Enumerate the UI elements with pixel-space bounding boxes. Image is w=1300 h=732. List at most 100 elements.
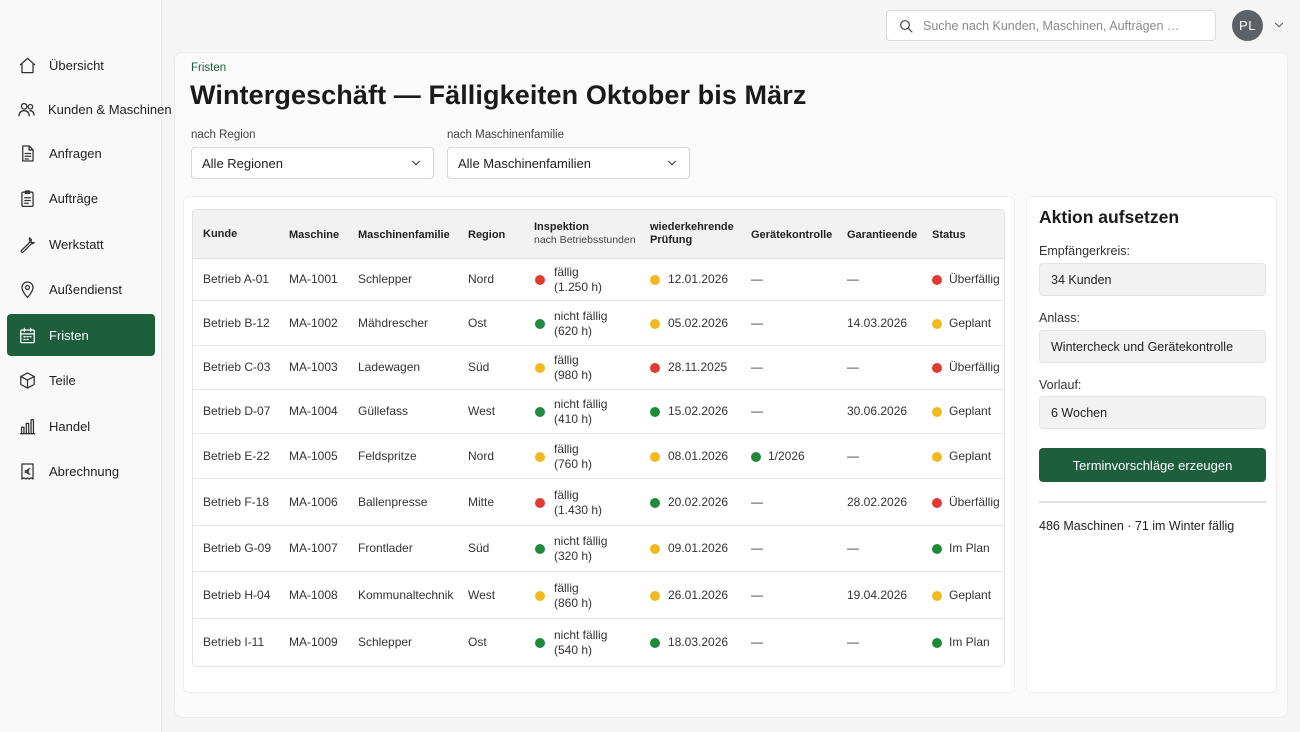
table-card	[183, 196, 1015, 693]
col-header-inspektion[interactable]: Inspektion nach Betriebsstunden	[534, 221, 636, 247]
sidebar-item-teile[interactable]: Teile	[7, 359, 155, 401]
col-header-kunde[interactable]: Kunde	[203, 228, 238, 240]
pruefung-status-dot	[650, 638, 660, 648]
sidebar-item-fristen[interactable]: Fristen	[7, 314, 155, 356]
sidebar-item-werkstatt[interactable]: Werkstatt	[7, 223, 155, 265]
pruefung-status-dot	[650, 452, 660, 462]
sidebar-item-auftraege[interactable]: Aufträge	[7, 177, 155, 219]
breadcrumb[interactable]: Fristen	[191, 62, 227, 74]
table-row[interactable]: Betrieb B-12 MA-1002 Mähdrescher Ost nicht f…	[193, 301, 1004, 346]
users-icon	[17, 99, 36, 119]
cell-region: Nord	[468, 272, 495, 286]
cell-familie: Feldspritze	[358, 449, 417, 463]
cell-maschine: MA-1003	[289, 360, 338, 374]
table-row[interactable]: Betrieb G-09 MA-1007 Frontlader Süd nicht fä…	[193, 526, 1004, 572]
avatar[interactable]: PL	[1232, 10, 1263, 41]
cell-geraet: —	[751, 360, 763, 374]
region-select-value: Alle Regionen	[202, 155, 283, 171]
search-bar[interactable]	[886, 10, 1216, 41]
cell-garantie: —	[847, 635, 859, 649]
status-dot	[932, 638, 942, 648]
cell-familie: Mähdrescher	[358, 316, 429, 330]
family-select[interactable]: Alle Maschinenfamilien	[447, 147, 690, 179]
cell-kunde: Betrieb B-12	[203, 316, 270, 330]
sidebar-item-label: Teile	[49, 372, 76, 388]
cell-status: Im Plan	[949, 635, 990, 649]
table-row[interactable]: Betrieb A-01 MA-1001 Schlepper Nord fällig (1…	[193, 259, 1004, 301]
inspection-hours: (410 h)	[554, 412, 593, 426]
cell-kunde: Betrieb H-04	[203, 588, 271, 602]
sidebar-item-label: Werkstatt	[49, 236, 104, 252]
pruefung-status-dot	[650, 407, 660, 417]
cell-maschine: MA-1005	[289, 449, 338, 463]
sidebar-item-label: Abrechnung	[49, 463, 120, 479]
calendar-icon	[17, 325, 37, 345]
pruefung-status-dot	[650, 275, 660, 285]
inspection-hours: (1.430 h)	[554, 503, 603, 517]
cell-familie: Ladewagen	[358, 360, 421, 374]
inspection-status-dot	[535, 498, 545, 508]
table-row[interactable]: Betrieb F-18 MA-1006 Ballenpresse Mitte fäll…	[193, 479, 1004, 526]
reason-field[interactable]: Wintercheck und Gerätekontrolle	[1039, 330, 1266, 363]
inspection-hours: (1.250 h)	[554, 280, 603, 294]
col-header-maschine[interactable]: Maschine	[289, 229, 340, 241]
region-select[interactable]: Alle Regionen	[191, 147, 434, 179]
cell-geraet: —	[751, 316, 763, 330]
cell-familie: Güllefass	[358, 404, 409, 418]
cell-region: Nord	[468, 449, 495, 463]
inspection-status: nicht fällig	[554, 309, 608, 323]
inspection-status-dot	[535, 319, 545, 329]
chevron-down-icon[interactable]	[1272, 18, 1286, 32]
lead-time-label: Vorlauf:	[1039, 378, 1082, 392]
col-header-status[interactable]: Status	[932, 229, 966, 241]
cell-familie: Ballenpresse	[358, 495, 428, 509]
col-header-familie[interactable]: Maschinenfamilie	[358, 229, 450, 241]
cell-inspektion: fällig (1.430 h)	[554, 488, 602, 518]
cell-maschine: MA-1007	[289, 541, 338, 555]
sidebar-item-aussendienst[interactable]: Außendienst	[7, 268, 155, 310]
sidebar-item-abrechnung[interactable]: Abrechnung	[7, 450, 155, 492]
table-row[interactable]: Betrieb I-11 MA-1009 Schlepper Ost nicht fäl…	[193, 619, 1004, 666]
cell-status: Überfällig	[949, 272, 1000, 286]
col-header-pruefung-line1: wiederkehrende	[650, 221, 734, 233]
col-header-region[interactable]: Region	[468, 229, 506, 241]
inspection-hours: (980 h)	[554, 368, 593, 382]
inspection-status-dot	[535, 407, 545, 417]
cell-garantie: —	[847, 272, 859, 286]
inspection-hours: (760 h)	[554, 457, 593, 471]
sidebar-item-kunden-maschinen[interactable]: Kunden & Maschinen	[7, 88, 172, 130]
cell-status: Geplant	[949, 404, 992, 418]
table-row[interactable]: Betrieb C-03 MA-1003 Ladewagen Süd fällig (98…	[193, 346, 1004, 390]
cell-geraet: —	[751, 635, 763, 649]
col-header-geraet[interactable]: Gerätekontrolle	[751, 229, 833, 241]
cell-garantie: 14.03.2026	[847, 316, 908, 330]
box-icon	[17, 370, 37, 390]
search-input[interactable]	[923, 18, 1203, 33]
cell-status: Im Plan	[949, 541, 990, 555]
inspection-status: nicht fällig	[554, 397, 608, 411]
divider	[1039, 501, 1266, 503]
cell-inspektion: fällig (980 h)	[554, 353, 592, 383]
sidebar-item-anfragen[interactable]: Anfragen	[7, 132, 155, 174]
sidebar-item-label: Übersicht	[49, 57, 104, 73]
cell-pruefung: 18.03.2026	[668, 635, 729, 649]
table-row[interactable]: Betrieb D-07 MA-1004 Güllefass West nicht fä…	[193, 390, 1004, 434]
col-header-pruefung[interactable]: wiederkehrende Prüfung	[650, 221, 734, 247]
deadlines-table: Kunde Maschine Maschinenfamilie Region I…	[192, 209, 1005, 667]
recipients-field[interactable]: 34 Kunden	[1039, 263, 1266, 296]
sidebar-item-label: Handel	[49, 418, 91, 434]
status-dot	[932, 275, 942, 285]
cell-region: Süd	[468, 541, 490, 555]
lead-time-field[interactable]: 6 Wochen	[1039, 396, 1266, 429]
cell-familie: Schlepper	[358, 635, 413, 649]
generate-appointments-button[interactable]: Terminvorschläge erzeugen	[1039, 448, 1266, 482]
col-header-garantie[interactable]: Garantieende	[847, 229, 918, 241]
sidebar-item-handel[interactable]: Handel	[7, 405, 155, 447]
table-row[interactable]: Betrieb E-22 MA-1005 Feldspritze Nord fällig…	[193, 434, 1004, 479]
cell-status: Geplant	[949, 316, 992, 330]
cell-kunde: Betrieb E-22	[203, 449, 270, 463]
cell-region: Ost	[468, 635, 487, 649]
sidebar-item-uebersicht[interactable]: Übersicht	[7, 44, 155, 86]
recipients-label: Empfängerkreis:	[1039, 244, 1131, 258]
table-row[interactable]: Betrieb H-04 MA-1008 Kommunaltechnik West fä…	[193, 572, 1004, 619]
